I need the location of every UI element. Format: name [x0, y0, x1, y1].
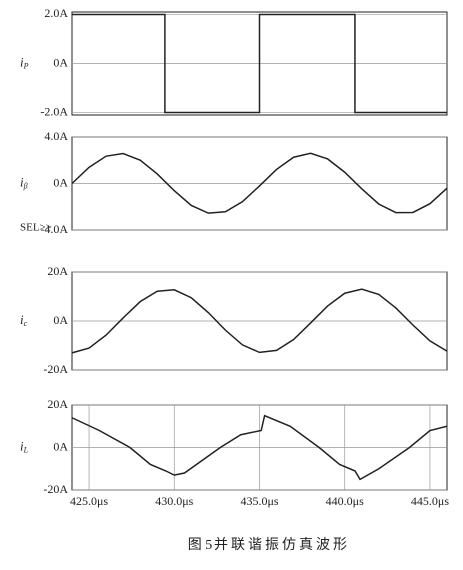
y-axis-label: ic	[20, 312, 28, 328]
x-tick-label: 430.0μs	[155, 494, 193, 508]
y-tick-label: -2.0A	[40, 104, 68, 118]
y-axis-label-main: i	[20, 54, 24, 69]
y-axis-label-main: i	[20, 438, 24, 453]
y-tick-label: 0A	[53, 313, 68, 327]
x-tick-label: 435.0μs	[240, 494, 278, 508]
annotation: SEL>>	[20, 222, 52, 234]
y-axis-label: iβ	[20, 174, 28, 190]
caption-text: 并联谐振仿真波形	[214, 537, 350, 553]
waveform	[71, 288, 448, 354]
y-axis-label: iL	[20, 438, 29, 454]
x-tick-label: 440.0μs	[326, 494, 364, 508]
y-tick-label: 4.0A	[44, 129, 68, 143]
y-tick-label: -20A	[43, 482, 68, 496]
waveform	[71, 414, 448, 481]
x-tick-label: 445.0μs	[411, 494, 449, 508]
y-axis-label-sub: β	[23, 181, 28, 190]
y-axis-label-sub: L	[23, 445, 29, 454]
x-tick-label: 425.0μs	[70, 494, 108, 508]
y-axis-label-sub: P	[23, 61, 29, 70]
y-tick-label: 0A	[53, 439, 68, 453]
waveform	[71, 152, 448, 214]
y-tick-label: 0A	[53, 55, 68, 69]
y-tick-label: -20A	[43, 362, 68, 376]
y-axis-label-main: i	[20, 312, 24, 327]
y-axis-label-sub: c	[24, 319, 28, 328]
y-axis-label-main: i	[20, 174, 24, 189]
y-tick-label: 20A	[47, 397, 68, 411]
y-axis-label: iP	[20, 54, 29, 70]
y-tick-label: 2.0A	[44, 6, 68, 20]
caption-figure: 图 5	[188, 538, 213, 553]
y-tick-label: 0A	[53, 175, 68, 189]
y-tick-label: -4.0A	[40, 222, 68, 236]
y-tick-label: 20A	[47, 264, 68, 278]
waveform	[72, 13, 447, 114]
